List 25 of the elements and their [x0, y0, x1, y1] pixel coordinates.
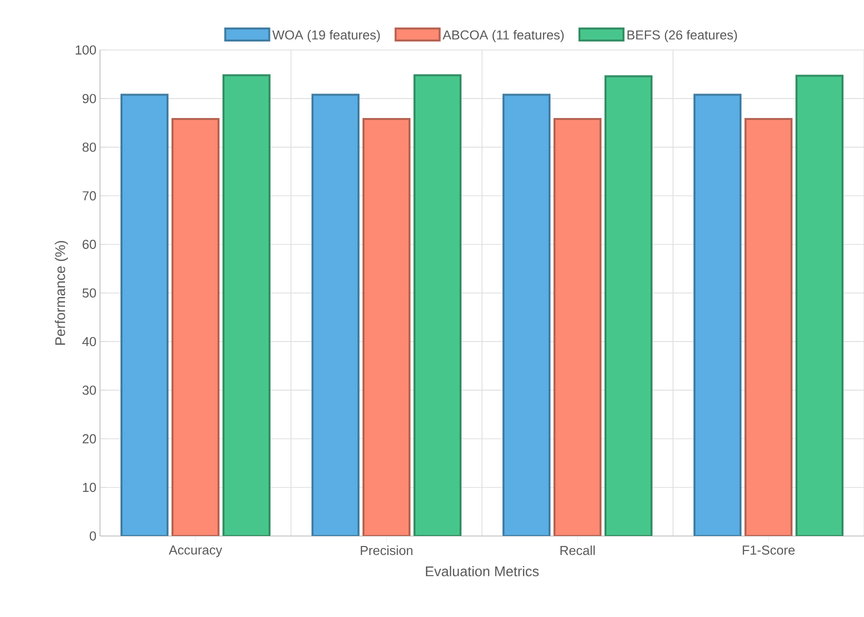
x-tick-label: Accuracy [168, 546, 222, 558]
bar [604, 75, 652, 536]
y-tick-label: 80 [82, 142, 96, 152]
y-tick-label: 70 [82, 191, 96, 200]
bar [796, 74, 844, 536]
bar [414, 74, 462, 536]
y-axis-title: Performance (%) [54, 240, 68, 345]
y-tick-label: 20 [82, 434, 96, 444]
y-tick-label: 60 [82, 240, 96, 249]
y-tick-label: 30 [82, 386, 96, 395]
x-axis-title: Evaluation Metrics [426, 566, 539, 576]
x-tick-label: Recall [560, 546, 595, 556]
legend-label: WOA (19 features) [272, 30, 380, 42]
x-tick-label: F1-Score [742, 546, 795, 555]
y-tick-label: 50 [82, 288, 96, 298]
y-tick-label: 0 [90, 531, 96, 541]
bar [694, 94, 742, 536]
y-tick-label: 40 [82, 336, 96, 346]
x-tick-label: Precision [360, 546, 412, 556]
y-tick-label: 90 [82, 94, 96, 104]
y-tick-label: 10 [83, 482, 96, 492]
y-tick-label: 100 [76, 45, 96, 55]
legend-label: ABCOA (11 features) [442, 30, 564, 42]
bar [502, 94, 550, 536]
legend-label: BEFS (26 features) [628, 30, 737, 42]
